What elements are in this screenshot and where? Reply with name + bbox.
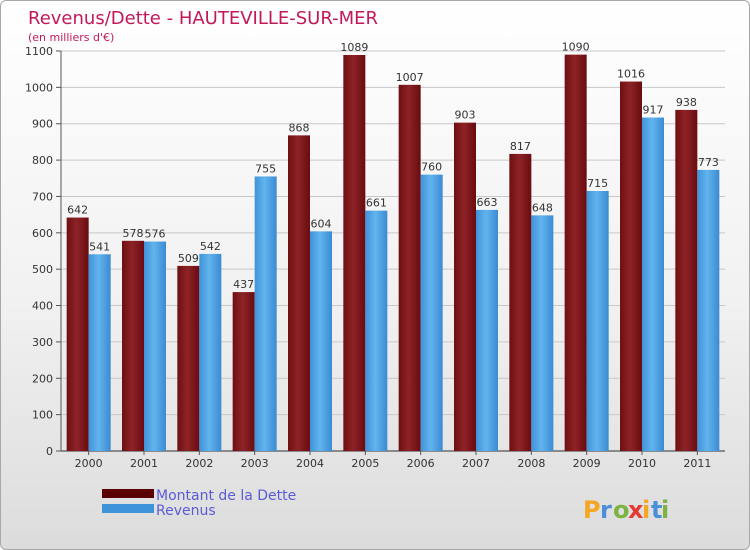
data-label-revenus: 715: [587, 177, 608, 190]
bar-dette: [122, 240, 144, 451]
y-tick-label: 900: [32, 118, 53, 131]
x-tick-label: 2005: [351, 457, 379, 470]
bar-revenus: [144, 241, 166, 451]
logo-letter: t: [651, 496, 662, 524]
y-tick-label: 1100: [25, 45, 53, 58]
data-label-revenus: 661: [366, 197, 387, 210]
bar-revenus: [365, 210, 388, 451]
data-label-dette: 1016: [617, 68, 645, 81]
y-tick-label: 800: [32, 154, 53, 167]
legend-label-revenus: Revenus: [156, 503, 216, 519]
data-label-dette: 868: [289, 121, 310, 134]
data-label-revenus: 576: [145, 228, 166, 241]
y-tick-label: 0: [46, 445, 53, 458]
x-tick-label: 2004: [296, 457, 324, 470]
y-tick-label: 500: [32, 263, 53, 276]
bar-revenus: [199, 253, 222, 451]
x-tick-label: 2003: [241, 457, 269, 470]
x-tick-label: 2001: [130, 457, 158, 470]
bar-dette: [564, 54, 587, 452]
data-label-revenus: 541: [89, 240, 110, 253]
logo-letter: o: [613, 496, 630, 524]
bar-dette: [232, 292, 255, 451]
bar-dette: [343, 55, 366, 451]
data-label-dette: 817: [510, 140, 531, 153]
bar-dette: [509, 153, 532, 451]
bar-revenus: [88, 254, 111, 451]
data-label-dette: 903: [455, 109, 476, 122]
legend-label-dette: Montant de la Dette: [156, 488, 296, 504]
data-label-revenus: 760: [421, 161, 442, 174]
data-label-dette: 578: [123, 227, 144, 240]
logo-letter: i: [661, 496, 669, 524]
logo-letter: i: [642, 496, 650, 524]
data-label-revenus: 755: [255, 162, 276, 175]
data-label-dette: 642: [67, 204, 88, 217]
legend: Montant de la Dette Revenus: [102, 488, 296, 519]
y-tick-label: 100: [32, 409, 53, 422]
bar-revenus: [586, 191, 609, 451]
bar-revenus: [697, 169, 720, 451]
x-tick-label: 2008: [517, 457, 545, 470]
bar-revenus: [476, 209, 498, 451]
y-tick-label: 300: [32, 336, 53, 349]
data-label-revenus: 604: [311, 217, 332, 230]
x-tick-label: 2006: [407, 457, 435, 470]
bars: [66, 54, 720, 452]
data-label-dette: 1089: [340, 41, 368, 54]
x-tick-label: 2000: [75, 457, 103, 470]
data-label-dette: 509: [178, 252, 199, 265]
bar-dette: [398, 84, 421, 452]
y-axis-ticks: 0 100 200 300 400 500 600 700 800 900 1000 1100: [25, 45, 62, 458]
bar-revenus: [642, 117, 664, 451]
data-label-dette: 437: [233, 278, 254, 291]
x-axis-ticks: 2000 2001 2002 2003 2004 2005 2006 2007 2008 2009…: [75, 451, 711, 470]
y-tick-label: 400: [32, 300, 53, 313]
data-label-revenus: 663: [477, 196, 498, 209]
logo-letter: x: [628, 496, 644, 524]
bar-dette: [177, 265, 200, 451]
bar-revenus: [420, 174, 443, 452]
y-tick-label: 1000: [25, 81, 53, 94]
logo-letter: P: [583, 496, 601, 524]
x-tick-label: 2010: [628, 457, 656, 470]
data-label-dette: 1090: [562, 41, 590, 54]
bar-dette: [620, 81, 642, 451]
y-tick-label: 200: [32, 372, 53, 385]
bar-revenus: [531, 215, 554, 451]
data-label-dette: 1007: [396, 71, 424, 84]
logo-letter: r: [600, 496, 612, 524]
data-label-revenus: 773: [698, 156, 719, 169]
data-label-dette: 938: [676, 96, 697, 109]
x-tick-label: 2007: [462, 457, 490, 470]
grid-lines: [61, 50, 725, 452]
data-label-revenus: 648: [532, 201, 553, 214]
bar-dette: [66, 217, 89, 451]
x-tick-label: 2002: [185, 457, 213, 470]
bar-dette: [288, 135, 310, 451]
legend-swatch-dette: [102, 489, 154, 498]
y-tick-label: 600: [32, 227, 53, 240]
legend-swatch-revenus: [102, 504, 154, 513]
x-tick-label: 2009: [573, 457, 601, 470]
bar-dette: [675, 109, 698, 451]
bar-revenus: [310, 231, 332, 451]
data-label-revenus: 917: [643, 104, 664, 117]
y-tick-label: 700: [32, 190, 53, 203]
chart-subtitle: (en milliers d'€): [28, 31, 114, 44]
bar-dette: [454, 122, 476, 452]
bar-revenus: [254, 176, 277, 452]
chart-title: Revenus/Dette - HAUTEVILLE-SUR-MER: [28, 8, 378, 29]
data-label-revenus: 542: [200, 240, 221, 253]
x-tick-label: 2011: [683, 457, 711, 470]
